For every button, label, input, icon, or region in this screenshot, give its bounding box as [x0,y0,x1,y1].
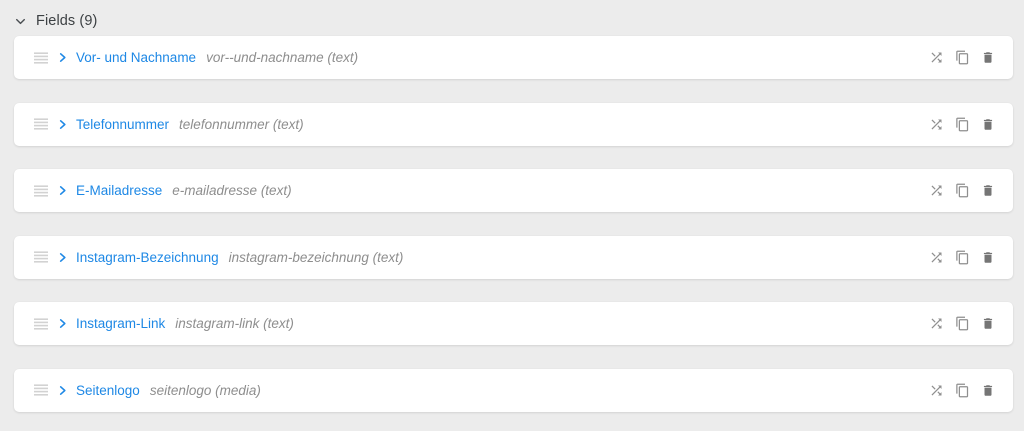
chevron-right-icon[interactable] [57,51,68,64]
chevron-right-icon[interactable] [57,317,68,330]
row-actions [929,117,995,132]
duplicate-icon[interactable] [955,50,970,65]
field-meta: instagram-link (text) [175,316,294,331]
delete-icon[interactable] [981,183,995,198]
chevron-right-icon[interactable] [57,184,68,197]
delete-icon[interactable] [981,50,995,65]
field-row: Telefonnummer telefonnummer (text) [14,102,1013,146]
row-actions [929,50,995,65]
chevron-right-icon[interactable] [57,251,68,264]
field-row: Instagram-Link instagram-link (text) [14,302,1013,345]
duplicate-icon[interactable] [955,383,970,398]
field-label[interactable]: Instagram-Bezeichnung [76,249,219,265]
field-label[interactable]: Telefonnummer [76,116,170,132]
duplicate-icon[interactable] [955,117,970,132]
drag-handle-icon[interactable] [34,384,48,396]
field-label[interactable]: Seitenlogo [76,382,140,398]
duplicate-icon[interactable] [955,183,970,198]
field-meta: e-mailadresse (text) [172,183,292,198]
field-meta: seitenlogo (media) [149,382,261,398]
panel-title: Fields (9) [36,13,98,29]
duplicate-icon[interactable] [955,250,970,265]
drag-handle-icon[interactable] [34,317,48,330]
drag-handle-icon[interactable] [34,51,48,64]
fields-list: Vor- und Nachname vor--und-nachname (tex… [0,36,1024,412]
delete-icon[interactable] [981,383,995,398]
chevron-right-icon[interactable] [57,118,68,131]
panel-header[interactable]: Fields (9) [0,0,1024,32]
delete-icon[interactable] [981,117,995,132]
drag-handle-icon[interactable] [34,118,48,130]
row-actions [929,316,995,331]
field-meta: telefonnummer (text) [179,116,304,132]
field-meta: vor--und-nachname (text) [206,50,359,65]
field-label[interactable]: Vor- und Nachname [76,50,197,65]
row-actions [929,250,995,265]
field-meta: instagram-bezeichnung (text) [228,249,404,265]
duplicate-icon[interactable] [955,316,970,331]
shuffle-icon[interactable] [929,383,944,398]
chevron-down-icon[interactable] [14,15,27,28]
row-actions [929,183,995,198]
field-row: E-Mailadresse e-mailadresse (text) [14,169,1013,212]
field-label[interactable]: Instagram-Link [76,316,166,331]
shuffle-icon[interactable] [929,117,944,132]
shuffle-icon[interactable] [929,50,944,65]
field-row: Seitenlogo seitenlogo (media) [14,368,1013,412]
shuffle-icon[interactable] [929,183,944,198]
field-row: Instagram-Bezeichnung instagram-bezeichn… [14,235,1013,279]
delete-icon[interactable] [981,250,995,265]
row-actions [929,383,995,398]
shuffle-icon[interactable] [929,250,944,265]
shuffle-icon[interactable] [929,316,944,331]
field-label[interactable]: E-Mailadresse [76,183,163,198]
drag-handle-icon[interactable] [34,184,48,197]
field-row: Vor- und Nachname vor--und-nachname (tex… [14,36,1013,79]
drag-handle-icon[interactable] [34,251,48,263]
delete-icon[interactable] [981,316,995,331]
chevron-right-icon[interactable] [57,384,68,397]
